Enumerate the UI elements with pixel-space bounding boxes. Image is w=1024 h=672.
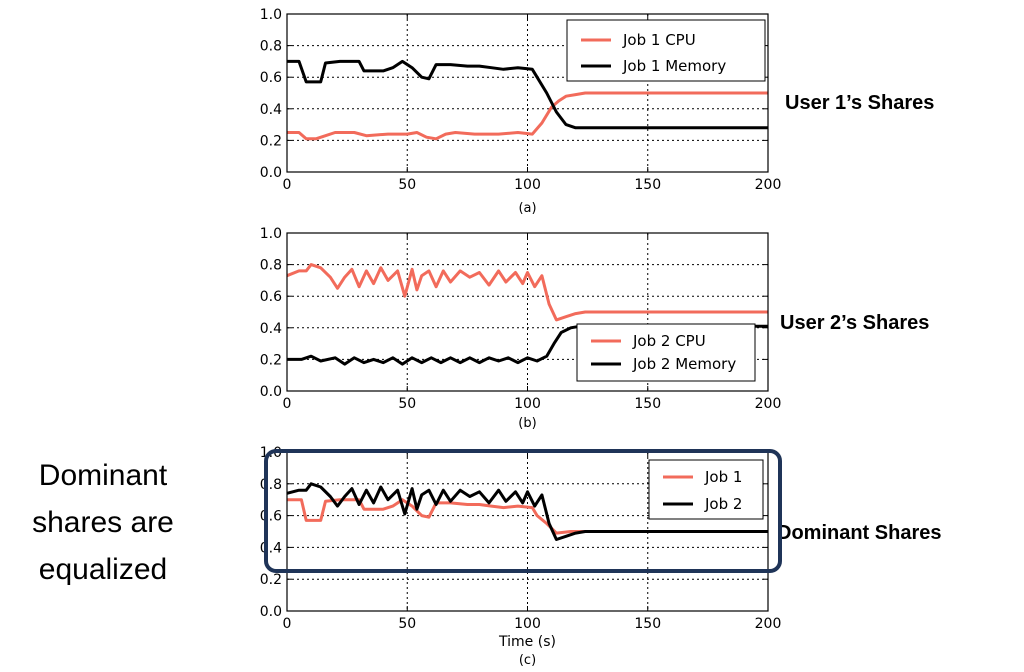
legend-label: Job 2 — [704, 495, 742, 513]
x-tick-label: 100 — [514, 396, 541, 412]
highlight-box — [264, 449, 782, 573]
series-line-1-1 — [287, 91, 768, 141]
side-label: User 2’s Shares — [780, 312, 929, 334]
y-tick-label: 0.0 — [260, 384, 282, 400]
legend: Job 2 CPU Job 2 Memory — [576, 323, 756, 382]
panel-caption: (c) — [519, 653, 536, 668]
x-tick-label: 100 — [514, 616, 541, 632]
y-tick-label: 0.4 — [260, 321, 282, 337]
x-tick-label: 150 — [634, 177, 661, 193]
x-tick-label: 200 — [755, 177, 782, 193]
x-tick-label: 50 — [398, 616, 416, 632]
legend-label: Job 2 CPU — [632, 332, 706, 350]
side-label: User 1’s Shares — [785, 92, 934, 114]
x-tick-label: 0 — [283, 177, 292, 193]
annotation-text: Dominant shares are equalized — [32, 459, 174, 586]
x-tick-label: 50 — [398, 177, 416, 193]
legend: Job 1 CPU Job 1 Memory — [566, 19, 766, 82]
x-tick-label: 100 — [514, 177, 541, 193]
y-tick-label: 0.6 — [260, 509, 282, 525]
legend-label: Job 1 — [704, 468, 742, 486]
legend-label: Job 1 Memory — [622, 57, 726, 75]
legend-box — [576, 323, 756, 382]
x-tick-label: 200 — [755, 616, 782, 632]
y-tick-label: 0.2 — [260, 572, 282, 588]
series-line-2-2 — [287, 324, 768, 366]
legend-box — [566, 19, 766, 82]
series-line-3-2 — [286, 482, 768, 541]
x-tick-label: 200 — [755, 396, 782, 412]
series-line-2-1 — [286, 263, 768, 322]
side-label: Dominant Shares — [777, 522, 941, 544]
x-tick-label: 0 — [283, 396, 292, 412]
series-line-1-2 — [287, 59, 768, 130]
x-axis-label: Time (s) — [498, 634, 556, 650]
y-tick-label: 0.2 — [260, 133, 282, 149]
legend: Job 1 Job 2 — [648, 459, 764, 520]
y-tick-label: 0.6 — [260, 289, 282, 305]
annotation-line-1: Dominant — [39, 459, 168, 492]
y-tick-label: 0.0 — [260, 165, 282, 181]
y-tick-label: 1.0 — [260, 226, 282, 242]
x-tick-label: 150 — [634, 396, 661, 412]
y-tick-label: 0.8 — [260, 258, 282, 274]
annotation-line-3: equalized — [39, 553, 167, 586]
legend-label: Job 1 CPU — [622, 31, 696, 49]
annotation-line-2: shares are — [32, 506, 174, 539]
panel-caption: (a) — [518, 201, 536, 216]
panel-caption: (b) — [518, 416, 536, 431]
y-tick-label: 0.8 — [260, 477, 282, 493]
x-tick-label: 150 — [634, 616, 661, 632]
legend-label: Job 2 Memory — [632, 355, 736, 373]
x-tick-label: 50 — [398, 396, 416, 412]
legend-box — [648, 459, 764, 520]
y-tick-label: 0.4 — [260, 102, 282, 118]
y-tick-label: 0.8 — [260, 39, 282, 55]
x-tick-label: 0 — [283, 616, 292, 632]
y-tick-label: 1.0 — [260, 7, 282, 23]
y-tick-label: 0.4 — [260, 540, 282, 556]
y-tick-label: 0.6 — [260, 70, 282, 86]
y-tick-label: 0.2 — [260, 352, 282, 368]
y-tick-label: 0.0 — [260, 604, 282, 620]
